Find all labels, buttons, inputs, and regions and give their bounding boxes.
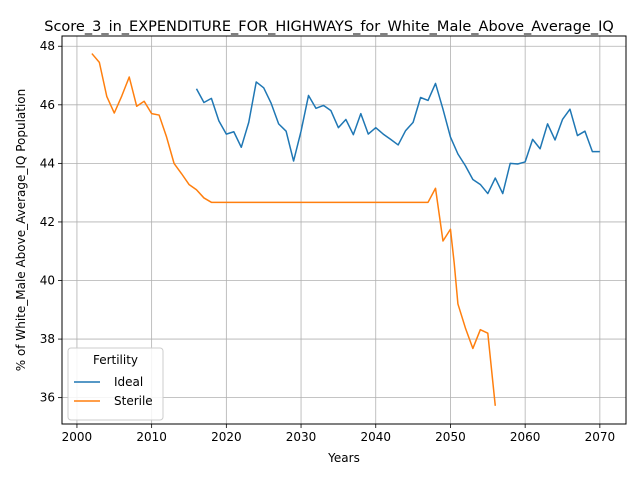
y-axis-label: % of White_Male Above_Average_IQ Populat… <box>14 89 28 372</box>
x-tick-label: 2050 <box>435 430 466 444</box>
series-line-sterile <box>91 53 497 406</box>
y-tick-label: 44 <box>40 156 55 170</box>
x-tick-label: 2070 <box>585 430 616 444</box>
legend-title: Fertility <box>93 353 138 367</box>
x-tick-label: 2030 <box>286 430 317 444</box>
legend-label-sterile: Sterile <box>114 394 153 408</box>
series-lines <box>91 53 600 406</box>
y-tick-label: 36 <box>40 391 55 405</box>
x-axis-label: Years <box>327 451 360 465</box>
legend-box <box>67 347 164 421</box>
series-line-ideal <box>195 81 600 195</box>
x-tick-label: 2020 <box>211 430 242 444</box>
y-tick-label: 46 <box>40 98 55 112</box>
y-tick-label: 48 <box>40 39 55 53</box>
y-tick-label: 40 <box>40 274 55 288</box>
x-tick-label: 2040 <box>360 430 391 444</box>
plot-frame <box>61 35 627 425</box>
x-tick-label: 2010 <box>136 430 167 444</box>
y-tick-label: 42 <box>40 215 55 229</box>
legend-label-ideal: Ideal <box>114 375 143 389</box>
chart-title: Score_3_in_EXPENDITURE_FOR_HIGHWAYS_for_… <box>44 19 614 35</box>
y-tick-label: 38 <box>40 332 55 346</box>
axis-ticks: 2000 2010 2020 2030 2040 2050 2060 2070 36 38 40 42… <box>40 39 615 444</box>
legend: Fertility Ideal Sterile <box>67 347 164 421</box>
x-tick-label: 2000 <box>62 430 93 444</box>
x-tick-label: 2060 <box>510 430 541 444</box>
